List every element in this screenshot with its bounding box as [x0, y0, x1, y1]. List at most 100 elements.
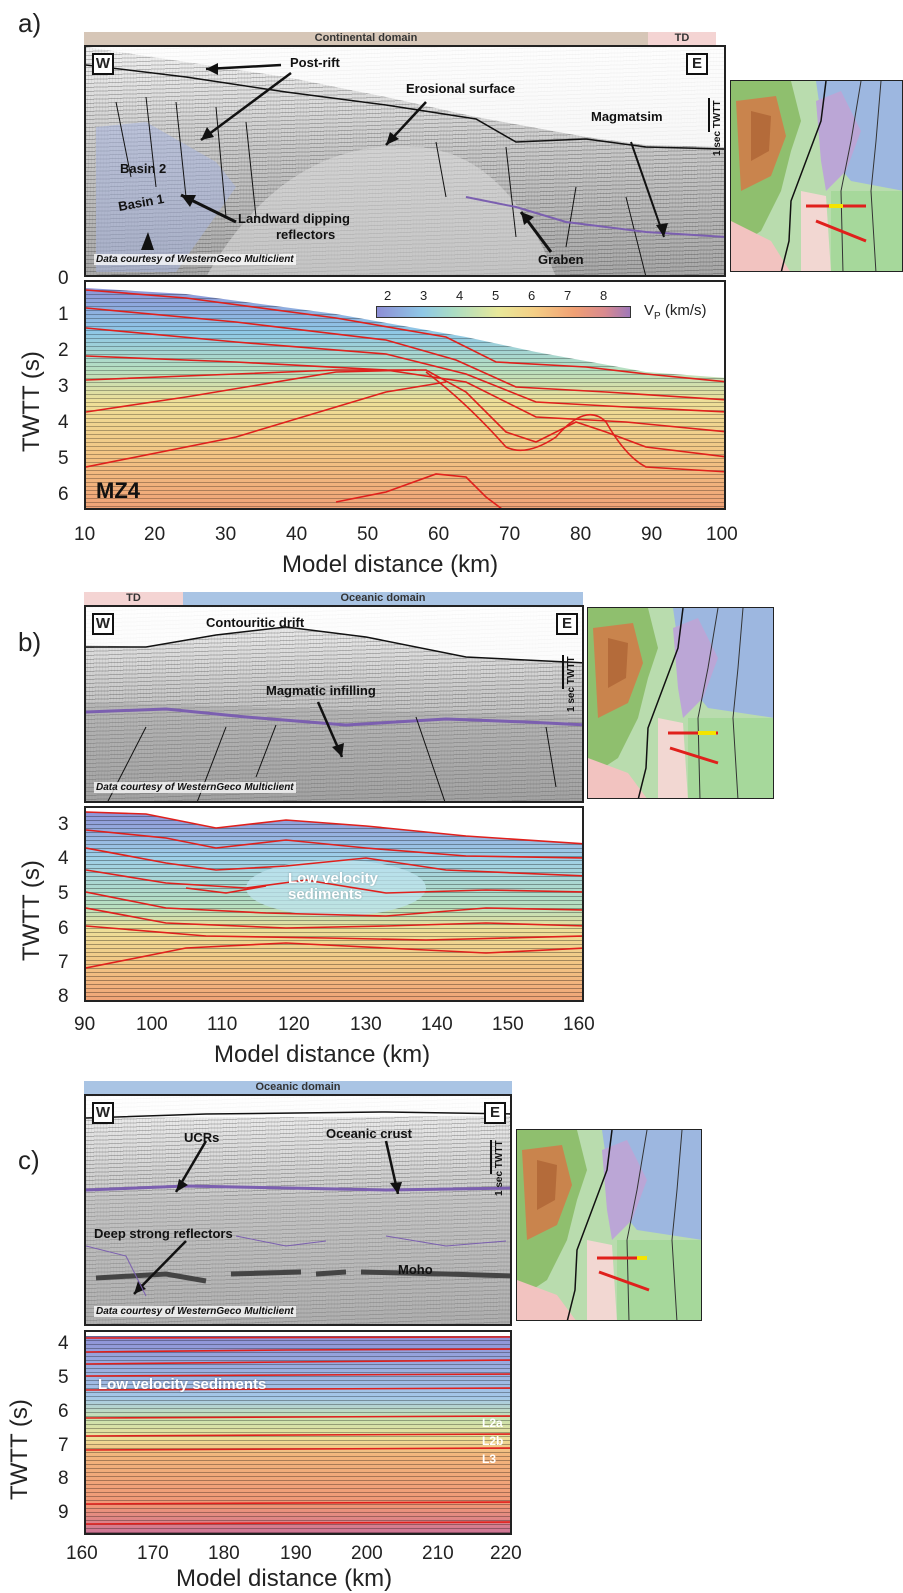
scale-label-b: 1 sec TWTT	[566, 656, 577, 712]
y-tick-a-0: 0	[58, 268, 69, 289]
east-marker: E	[686, 53, 708, 75]
velocity-colorbar	[376, 306, 631, 318]
velocity-a-drawing	[86, 282, 724, 508]
deep-reflectors-label: Deep strong reflectors	[94, 1226, 233, 1241]
x-tick-a-50: 50	[357, 524, 379, 545]
x-tick-b-110: 110	[207, 1014, 238, 1035]
y-tick-c-6: 6	[58, 1401, 69, 1422]
seismic-c-interpretation	[86, 1096, 510, 1324]
y-tick-a-1: 1	[58, 304, 69, 325]
x-tick-b-120: 120	[278, 1014, 310, 1035]
layer-l3-label: L3	[482, 1452, 497, 1466]
x-tick-a-70: 70	[499, 524, 521, 545]
velocity-model-a: MZ4	[84, 280, 726, 510]
x-tick-b-150: 150	[492, 1014, 524, 1035]
y-tick-b-3: 3	[58, 814, 69, 835]
colorbar-tick-7: 7	[564, 288, 572, 303]
seismic-section-a: W E Post-rift Erosional surface Magmatsi…	[84, 45, 726, 277]
low-velocity-label-c: Low velocity sediments	[98, 1376, 267, 1393]
colorbar-tick-8: 8	[600, 288, 608, 303]
west-marker-b: W	[92, 613, 114, 635]
velocity-b-drawing	[86, 808, 582, 1000]
y-tick-b-7: 7	[58, 952, 69, 973]
scale-bar-b	[562, 655, 564, 689]
y-tick-b-5: 5	[58, 883, 69, 904]
west-marker-c: W	[92, 1102, 114, 1124]
model-label: MZ4	[96, 478, 140, 503]
post-rift-label: Post-rift	[290, 55, 340, 70]
erosional-surface-label: Erosional surface	[406, 81, 516, 96]
scale-bar-c	[490, 1140, 492, 1174]
magmatic-infilling-label: Magmatic infilling	[266, 683, 376, 698]
colorbar-tick-4: 4	[456, 288, 464, 303]
y-tick-a-6: 6	[58, 484, 69, 505]
data-credit-b: Data courtesy of WesternGeco Multiclient	[94, 782, 296, 793]
y-tick-a-4: 4	[58, 412, 69, 433]
y-tick-a-3: 3	[58, 376, 69, 397]
seismic-section-b: W E Contouritic drift Magmatic infilling…	[84, 605, 584, 803]
panel-a-label: a)	[18, 8, 42, 38]
landward-dipping-label: Landward dipping	[238, 211, 350, 226]
y-tick-a-2: 2	[58, 340, 69, 361]
x-tick-a-60: 60	[428, 524, 450, 545]
panel-b-label: b)	[18, 627, 42, 657]
y-axis-title-a: TWTT (s)	[18, 351, 45, 452]
map-b-drawing	[588, 608, 773, 798]
basin-shading	[96, 122, 236, 272]
x-tick-a-30: 30	[215, 524, 237, 545]
x-tick-a-20: 20	[144, 524, 166, 545]
x-axis-title-a: Model distance (km)	[282, 551, 499, 578]
west-marker: W	[92, 53, 114, 75]
x-tick-b-90: 90	[74, 1014, 96, 1035]
magmatism-label: Magmatsim	[591, 109, 663, 124]
x-axis-title-b: Model distance (km)	[214, 1041, 431, 1068]
td-domain-bar-b: TD	[84, 592, 183, 605]
x-tick-a-100: 100	[706, 524, 738, 545]
x-tick-c-160: 160	[66, 1543, 98, 1564]
colorbar-ticks: 2 3 4 5 6 7 8	[376, 288, 631, 306]
y-axis-title-c: TWTT (s)	[6, 1399, 33, 1500]
x-tick-a-80: 80	[570, 524, 592, 545]
colorbar-label: VP (km/s)	[644, 302, 707, 322]
x-tick-a-90: 90	[641, 524, 663, 545]
colorbar-tick-3: 3	[420, 288, 428, 303]
colorbar-tick-6: 6	[528, 288, 536, 303]
x-tick-a-10: 10	[74, 524, 96, 545]
y-tick-a-5: 5	[58, 448, 69, 469]
layer-l2b-label: L2b	[482, 1434, 504, 1448]
oceanic-domain-bar-c: Oceanic domain	[84, 1081, 512, 1094]
moho-label: Moho	[398, 1262, 433, 1277]
colorbar-tick-2: 2	[384, 288, 392, 303]
low-velocity-label-b1: Low velocity	[288, 870, 379, 887]
y-tick-b-6: 6	[58, 918, 69, 939]
x-axis-title-c: Model distance (km)	[176, 1565, 393, 1592]
y-tick-b-8: 8	[58, 986, 69, 1007]
x-tick-c-170: 170	[137, 1543, 169, 1564]
contouritic-drift-label: Contouritic drift	[206, 615, 305, 630]
y-tick-b-4: 4	[58, 848, 69, 869]
colorbar-label-v: V	[644, 302, 655, 319]
location-map-b	[587, 607, 774, 799]
east-marker-c: E	[484, 1102, 506, 1124]
x-tick-c-220: 220	[490, 1543, 522, 1564]
map-a-drawing	[731, 81, 902, 271]
colorbar-label-sub: P	[654, 311, 661, 322]
x-tick-a-40: 40	[286, 524, 308, 545]
oceanic-domain-bar-b: Oceanic domain	[183, 592, 583, 605]
landward-dipping-label-2: reflectors	[276, 227, 336, 242]
basin-2-label: Basin 2	[120, 161, 167, 176]
oceanic-crust-label: Oceanic crust	[326, 1126, 412, 1141]
data-credit-c: Data courtesy of WesternGeco Multiclient	[94, 1306, 296, 1317]
x-tick-c-210: 210	[422, 1543, 454, 1564]
x-tick-c-180: 180	[208, 1543, 240, 1564]
map-c-drawing	[517, 1130, 701, 1320]
velocity-model-c: Low velocity sediments L2a L2b L3	[84, 1330, 512, 1535]
graben-label: Graben	[538, 252, 584, 267]
x-tick-c-190: 190	[280, 1543, 312, 1564]
east-marker-b: E	[556, 613, 578, 635]
scale-label-c: 1 sec TWTT	[494, 1140, 505, 1196]
colorbar-label-unit: (km/s)	[660, 302, 707, 319]
x-tick-b-140: 140	[421, 1014, 453, 1035]
y-tick-c-9: 9	[58, 1502, 69, 1523]
x-tick-b-130: 130	[350, 1014, 382, 1035]
